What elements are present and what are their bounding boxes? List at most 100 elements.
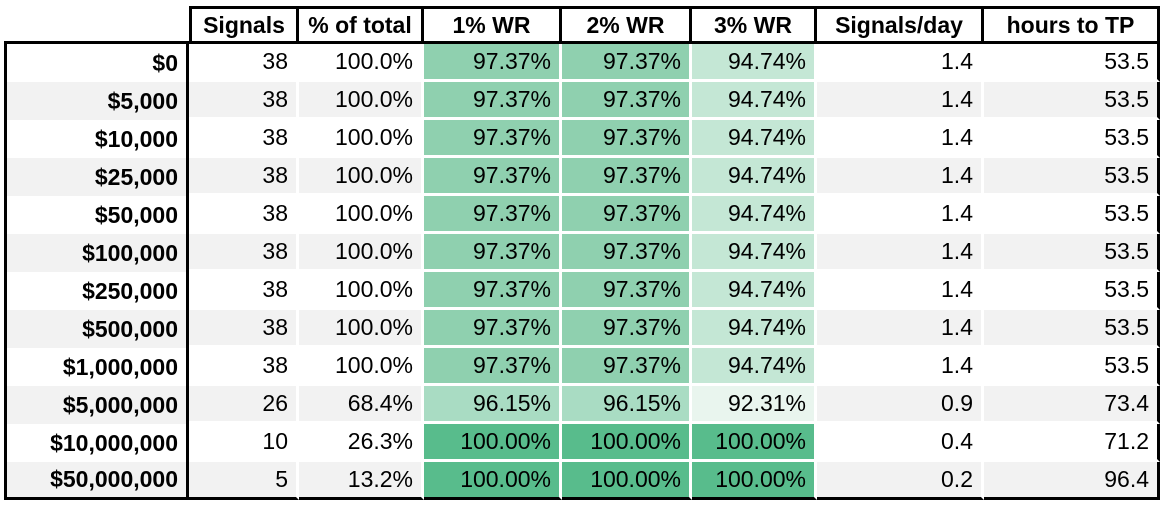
hours-to-tp-cell[interactable]: 53.5 [984,44,1160,82]
wr3-cell[interactable]: 94.74% [692,44,817,82]
row-label[interactable]: $500,000 [4,310,189,348]
wr3-cell[interactable]: 94.74% [692,234,817,272]
wr2-cell[interactable]: 97.37% [562,196,692,234]
signals-cell[interactable]: 26 [189,386,299,424]
signals-cell[interactable]: 38 [189,158,299,196]
corner-cell[interactable] [4,6,189,44]
pct-of-total-cell[interactable]: 100.0% [299,272,424,310]
signals-per-day-cell[interactable]: 0.2 [817,462,984,500]
pct-of-total-cell[interactable]: 100.0% [299,310,424,348]
row-label[interactable]: $1,000,000 [4,348,189,386]
pct-of-total-cell[interactable]: 100.0% [299,196,424,234]
wr1-cell[interactable]: 97.37% [424,310,562,348]
col-header-hours-to-tp[interactable]: hours to TP [984,6,1160,44]
signals-per-day-cell[interactable]: 1.4 [817,272,984,310]
wr1-cell[interactable]: 100.00% [424,424,562,462]
wr3-cell[interactable]: 94.74% [692,348,817,386]
row-label[interactable]: $100,000 [4,234,189,272]
wr2-cell[interactable]: 96.15% [562,386,692,424]
wr3-cell[interactable]: 94.74% [692,158,817,196]
pct-of-total-cell[interactable]: 100.0% [299,234,424,272]
wr3-cell[interactable]: 94.74% [692,82,817,120]
signals-cell[interactable]: 38 [189,348,299,386]
wr2-cell[interactable]: 100.00% [562,424,692,462]
col-header-1pct-wr[interactable]: 1% WR [424,6,562,44]
row-label[interactable]: $0 [4,44,189,82]
wr1-cell[interactable]: 96.15% [424,386,562,424]
wr1-cell[interactable]: 97.37% [424,196,562,234]
wr3-cell[interactable]: 94.74% [692,196,817,234]
wr3-cell[interactable]: 94.74% [692,120,817,158]
row-label[interactable]: $10,000 [4,120,189,158]
signals-per-day-cell[interactable]: 1.4 [817,82,984,120]
hours-to-tp-cell[interactable]: 96.4 [984,462,1160,500]
wr3-cell[interactable]: 100.00% [692,424,817,462]
wr2-cell[interactable]: 97.37% [562,310,692,348]
signals-cell[interactable]: 10 [189,424,299,462]
wr2-cell[interactable]: 97.37% [562,348,692,386]
row-label[interactable]: $5,000 [4,82,189,120]
signals-per-day-cell[interactable]: 1.4 [817,44,984,82]
hours-to-tp-cell[interactable]: 71.2 [984,424,1160,462]
signals-per-day-cell[interactable]: 0.4 [817,424,984,462]
col-header-3pct-wr[interactable]: 3% WR [692,6,817,44]
wr2-cell[interactable]: 97.37% [562,120,692,158]
pct-of-total-cell[interactable]: 100.0% [299,82,424,120]
signals-cell[interactable]: 38 [189,196,299,234]
row-label[interactable]: $250,000 [4,272,189,310]
row-label[interactable]: $50,000,000 [4,462,189,500]
signals-per-day-cell[interactable]: 1.4 [817,348,984,386]
wr1-cell[interactable]: 97.37% [424,348,562,386]
hours-to-tp-cell[interactable]: 73.4 [984,386,1160,424]
wr1-cell[interactable]: 97.37% [424,272,562,310]
signals-cell[interactable]: 38 [189,120,299,158]
row-label[interactable]: $5,000,000 [4,386,189,424]
pct-of-total-cell[interactable]: 68.4% [299,386,424,424]
signals-cell[interactable]: 38 [189,82,299,120]
wr1-cell[interactable]: 97.37% [424,44,562,82]
signals-per-day-cell[interactable]: 1.4 [817,158,984,196]
row-label[interactable]: $10,000,000 [4,424,189,462]
signals-cell[interactable]: 38 [189,234,299,272]
hours-to-tp-cell[interactable]: 53.5 [984,120,1160,158]
hours-to-tp-cell[interactable]: 53.5 [984,310,1160,348]
wr2-cell[interactable]: 97.37% [562,272,692,310]
wr3-cell[interactable]: 94.74% [692,310,817,348]
col-header-signals[interactable]: Signals [189,6,299,44]
col-header-2pct-wr[interactable]: 2% WR [562,6,692,44]
pct-of-total-cell[interactable]: 100.0% [299,158,424,196]
hours-to-tp-cell[interactable]: 53.5 [984,82,1160,120]
hours-to-tp-cell[interactable]: 53.5 [984,234,1160,272]
wr3-cell[interactable]: 94.74% [692,272,817,310]
wr1-cell[interactable]: 100.00% [424,462,562,500]
wr2-cell[interactable]: 100.00% [562,462,692,500]
signals-cell[interactable]: 38 [189,310,299,348]
wr1-cell[interactable]: 97.37% [424,120,562,158]
hours-to-tp-cell[interactable]: 53.5 [984,272,1160,310]
col-header-signals-per-day[interactable]: Signals/day [817,6,984,44]
wr2-cell[interactable]: 97.37% [562,44,692,82]
signals-cell[interactable]: 5 [189,462,299,500]
pct-of-total-cell[interactable]: 100.0% [299,120,424,158]
pct-of-total-cell[interactable]: 100.0% [299,44,424,82]
pct-of-total-cell[interactable]: 26.3% [299,424,424,462]
pct-of-total-cell[interactable]: 100.0% [299,348,424,386]
wr2-cell[interactable]: 97.37% [562,82,692,120]
signals-per-day-cell[interactable]: 1.4 [817,196,984,234]
wr2-cell[interactable]: 97.37% [562,158,692,196]
wr2-cell[interactable]: 97.37% [562,234,692,272]
signals-cell[interactable]: 38 [189,272,299,310]
wr1-cell[interactable]: 97.37% [424,234,562,272]
wr3-cell[interactable]: 100.00% [692,462,817,500]
signals-cell[interactable]: 38 [189,44,299,82]
pct-of-total-cell[interactable]: 13.2% [299,462,424,500]
hours-to-tp-cell[interactable]: 53.5 [984,348,1160,386]
signals-per-day-cell[interactable]: 0.9 [817,386,984,424]
signals-per-day-cell[interactable]: 1.4 [817,120,984,158]
wr1-cell[interactable]: 97.37% [424,82,562,120]
signals-per-day-cell[interactable]: 1.4 [817,234,984,272]
col-header-pct-of-total[interactable]: % of total [299,6,424,44]
row-label[interactable]: $25,000 [4,158,189,196]
hours-to-tp-cell[interactable]: 53.5 [984,158,1160,196]
signals-per-day-cell[interactable]: 1.4 [817,310,984,348]
